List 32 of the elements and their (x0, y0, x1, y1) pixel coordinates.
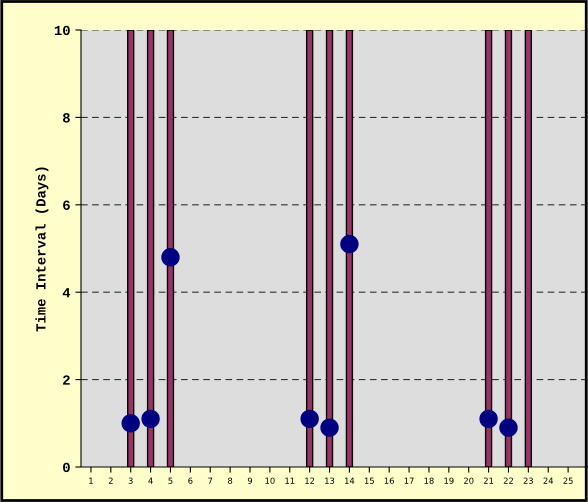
x-tick-label: 18 (424, 478, 434, 484)
x-tick-label: 7 (208, 478, 212, 484)
x-tick-label: 5 (168, 478, 172, 484)
x-tick-label: 25 (563, 478, 573, 484)
x-tick-label: 2 (108, 478, 113, 484)
y-tick-label: 0 (63, 462, 70, 472)
y-axis-title: Time Interval (Days) (35, 167, 48, 332)
y-tick-label: 2 (63, 375, 70, 385)
y-tick-label: 6 (63, 200, 70, 210)
x-tick-label: 20 (464, 478, 474, 484)
x-tick-label: 17 (404, 478, 414, 484)
y-tick-label: 4 (62, 288, 70, 298)
x-tick-label: 8 (228, 478, 232, 484)
x-tick-label: 13 (325, 478, 334, 484)
x-tick-label: 11 (285, 478, 294, 484)
x-tick-label: 19 (444, 478, 454, 484)
x-tick-label: 1 (89, 478, 93, 484)
x-tick-label: 16 (384, 478, 394, 484)
x-tick-label: 9 (248, 478, 252, 484)
x-tick-label: 4 (148, 478, 153, 484)
y-tick-label: 10 (54, 26, 70, 36)
x-tick-label: 21 (484, 478, 494, 484)
x-tick-label: 6 (188, 478, 192, 484)
x-tick-label: 12 (305, 478, 314, 484)
x-tick-label: 10 (265, 478, 275, 484)
x-tick-label: 3 (128, 478, 133, 484)
x-tick-label: 24 (544, 478, 554, 484)
x-tick-label: 22 (504, 478, 513, 484)
x-tick-label: 23 (524, 478, 533, 484)
x-tick-label: 14 (345, 478, 354, 484)
x-tick-label: 15 (364, 478, 374, 484)
y-tick-label: 8 (62, 113, 70, 123)
